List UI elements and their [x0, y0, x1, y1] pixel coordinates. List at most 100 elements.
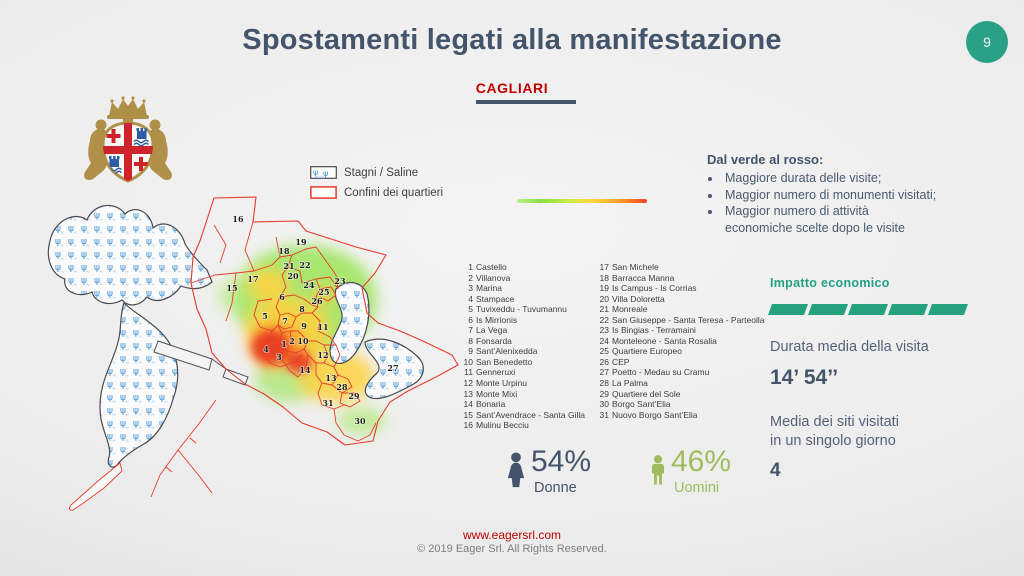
map-district-number: 6	[279, 292, 285, 302]
district-item: 30 Borgo Sant’Elia	[599, 399, 671, 410]
marsh-swatch-icon: ψ ψ ≈≈	[310, 166, 337, 179]
male-label: Uomini	[674, 480, 720, 496]
gradient-note-bullet: Maggior numero di monumenti visitati;	[722, 187, 1022, 204]
map-district-number: 5	[262, 311, 268, 321]
map-district-number: 29	[348, 391, 360, 401]
impact-bar-segment	[927, 304, 969, 315]
district-item: 31 Nuovo Borgo Sant’Elia	[599, 409, 698, 420]
map-district-number: 27	[387, 363, 398, 373]
district-item: 5 Tuvixeddu - Tuvumannu	[468, 304, 567, 315]
map-district-number: 30	[354, 416, 366, 426]
map-district-number: 24	[303, 280, 315, 290]
website-link[interactable]: www.eagersrl.com	[462, 528, 562, 542]
impact-bar-segment	[887, 304, 929, 315]
gradient-note-bullet: Maggiore durata delle visite;	[722, 170, 1022, 187]
district-border-swatch-icon	[310, 186, 337, 199]
district-item: 14 Bonaria	[463, 399, 506, 410]
map-district-number: 15	[226, 283, 237, 293]
district-item: 16 Mulinu Becciu	[463, 420, 529, 431]
impact-bar-segment	[767, 304, 809, 315]
legend-label: Stagni / Saline	[344, 166, 419, 179]
map-district-number: 23	[334, 276, 346, 286]
map-district-number: 1	[281, 339, 287, 349]
map-district-number: 13	[325, 373, 337, 383]
stat-value-siti: 4	[770, 459, 781, 481]
page-number-badge: 9	[966, 21, 1008, 63]
district-item: 26 CEP	[599, 356, 630, 367]
gradient-note-list: Maggiore durata delle visite;Maggior num…	[707, 170, 1022, 236]
map-district-number: 3	[276, 352, 282, 362]
district-item: 1 Castello	[468, 262, 507, 272]
district-list-col2: 17 San Michele 18 Barracca Manna 19 Is Campus…	[596, 262, 771, 420]
map-district-number: 20	[287, 271, 299, 281]
municipal-boundary	[190, 196, 459, 446]
legend-item-confini: Confini dei quartieri	[310, 185, 443, 200]
male-percentage: 46%	[671, 445, 732, 478]
district-item: 18 Barracca Manna	[599, 272, 675, 283]
impact-bars	[767, 304, 1005, 315]
gradient-note-heading: Dal verde al rosso:	[707, 152, 824, 167]
map-legend: ψ ψ ≈≈ Stagni / Saline Confini dei quart…	[310, 165, 443, 205]
district-item: 12 Monte Urpinu	[463, 378, 528, 389]
map-district-number: 14	[299, 365, 311, 375]
map-district-number: 19	[295, 237, 307, 247]
district-item: 7 La Vega	[468, 325, 508, 336]
copyright-text: © 2019 Eager Srl. All Rights Reserved.	[417, 543, 607, 555]
district-item: 2 Villanova	[468, 272, 511, 283]
svg-text:ψ: ψ	[323, 169, 328, 178]
male-icon	[651, 455, 665, 485]
district-item: 23 Is Bingias - Terramaini	[599, 325, 696, 336]
cagliari-coat-of-arms-icon	[84, 96, 172, 183]
map-district-number: 28	[336, 382, 348, 392]
map-district-number: 10	[297, 336, 309, 346]
stat-value-durata: 14’ 54’’	[770, 365, 839, 389]
subtitle: CAGLIARI	[475, 80, 549, 96]
map-district-number: 12	[317, 350, 328, 360]
cagliari-district-map: ψ ≈	[47, 196, 459, 511]
svg-text:≈≈: ≈≈	[315, 174, 325, 179]
map-district-number: 4	[263, 344, 269, 354]
economic-impact-heading: Impatto economico	[770, 276, 890, 290]
map-district-number: 7	[282, 316, 288, 326]
district-item: 19 Is Campus - Is Corrias	[599, 283, 697, 294]
subtitle-underline	[476, 100, 576, 104]
district-item: 9 Sant’Alenixedda	[468, 346, 538, 357]
female-percentage: 54%	[531, 445, 592, 478]
svg-text:ψ: ψ	[313, 168, 318, 177]
map-district-number: 25	[318, 287, 329, 297]
district-item: 24 Monteleone - Santa Rosalia	[599, 335, 717, 346]
economic-impact-panel: Impatto economico Durata media della vis…	[767, 276, 1005, 482]
district-borders	[150, 221, 377, 498]
district-item: 29 Quartiere del Sole	[599, 388, 681, 399]
district-item: 27 Poetto - Medau su Cramu	[599, 367, 710, 378]
map-district-number: 26	[311, 296, 323, 306]
district-item: 6 Is Mirrionis	[468, 314, 518, 325]
map-district-number: 22	[299, 260, 310, 270]
district-item: 13 Monte Mixi	[463, 388, 518, 399]
district-item: 10 San Benedetto	[463, 356, 533, 367]
district-item: 22 San Giuseppe - Santa Teresa - Parteoll…	[599, 314, 765, 325]
district-item: 28 La Palma	[599, 378, 648, 389]
legend-item-stagni: ψ ψ ≈≈ Stagni / Saline	[310, 165, 443, 180]
gradient-note-bullet: Maggior numero di attività economiche sc…	[722, 203, 1022, 236]
map-district-number: 9	[301, 321, 307, 331]
footer: www.eagersrl.com © 2019 Eager Srl. All R…	[0, 528, 1024, 557]
district-item: 3 Marina	[468, 283, 502, 294]
marsh-area	[99, 301, 179, 468]
district-list-col1: 1 Castello 2 Villanova 3 Marina 4 Stampace 5 Tuvi…	[460, 262, 598, 431]
marsh-area	[47, 204, 213, 306]
district-item: 20 Villa Doloretta	[599, 293, 665, 304]
district-item: 4 Stampace	[468, 293, 515, 304]
coastal-strip	[68, 462, 123, 511]
stat-label-siti: Media dei siti visitati in un singolo gi…	[770, 413, 899, 450]
stat-label-durata: Durata media della visita	[770, 339, 929, 355]
marsh-area	[364, 338, 424, 400]
legend-label: Confini dei quartieri	[344, 186, 444, 199]
female-icon	[507, 452, 525, 488]
marsh-area	[329, 281, 370, 365]
map-district-number: 18	[278, 246, 290, 256]
female-label: Donne	[534, 480, 577, 496]
gender-female-stat: 54% Donne	[503, 447, 591, 496]
